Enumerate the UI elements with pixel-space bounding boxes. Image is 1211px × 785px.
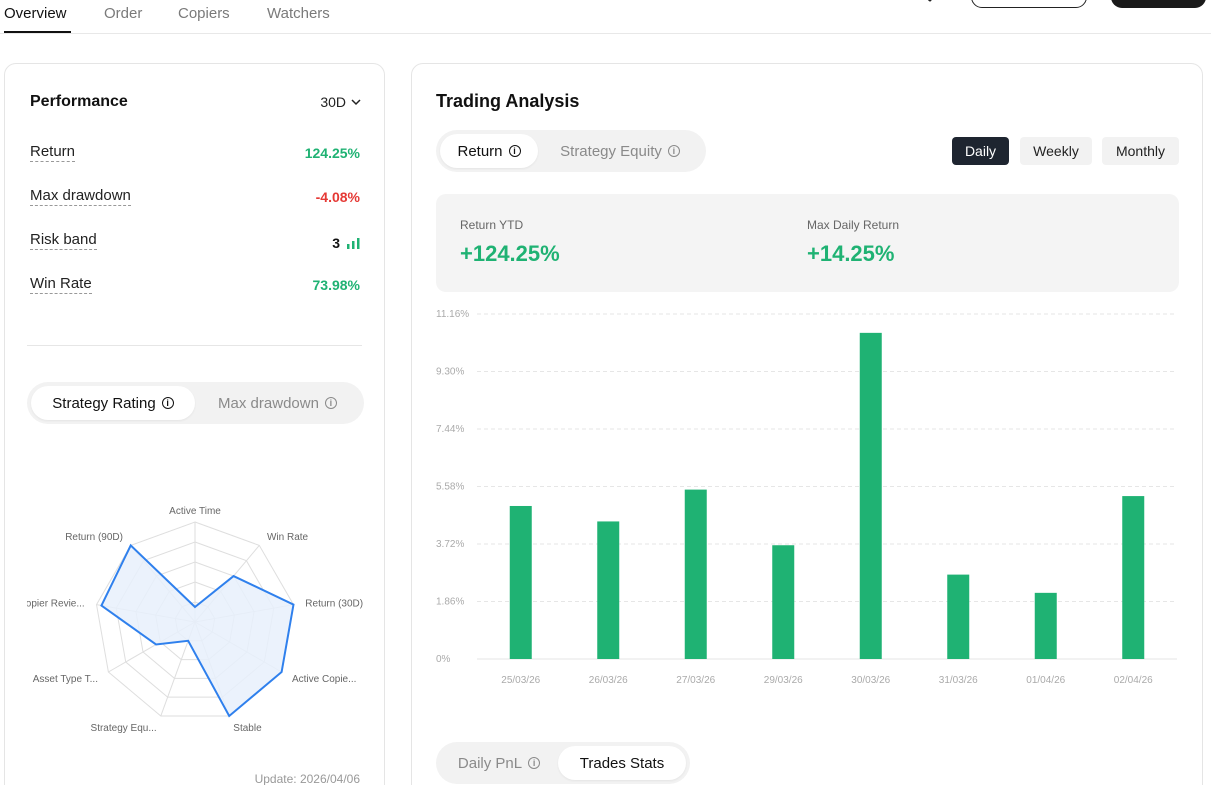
trading-analysis-title: Trading Analysis <box>436 91 580 111</box>
period-daily-button[interactable]: Daily <box>952 137 1009 165</box>
radar-axis-label: Return (90D) <box>65 532 123 543</box>
tab-strategy-rating-label: Strategy Rating <box>52 394 156 412</box>
active-tab-indicator <box>4 31 71 33</box>
tab-watchers[interactable]: Watchers <box>267 5 330 22</box>
bar-01-04-26 <box>1034 592 1057 659</box>
y-tick-label: 3.72% <box>436 539 464 550</box>
tab-max-drawdown-label: Max drawdown <box>218 394 319 412</box>
x-tick-label: 26/03/26 <box>589 675 628 686</box>
trading-analysis-card: Trading Analysis Return i Strategy Equit… <box>411 63 1203 785</box>
period-dropdown[interactable]: 30D <box>320 94 362 110</box>
top-outline-button[interactable] <box>971 0 1087 8</box>
x-tick-label: 30/03/26 <box>851 675 890 686</box>
y-tick-label: 7.44% <box>436 424 464 435</box>
view-segmented-control: Return i Strategy Equity i <box>436 130 706 172</box>
bottom-segmented-control: Daily PnL i Trades Stats <box>436 742 690 784</box>
tab-trades-stats-label: Trades Stats <box>579 754 665 772</box>
radar-axis-label: Active Time <box>169 506 221 517</box>
metric-label-win-rate[interactable]: Win Rate <box>30 275 92 294</box>
metric-value-max-drawdown: -4.08% <box>315 189 360 205</box>
info-icon: i <box>508 145 521 157</box>
top-nav: Overview Order Copiers Watchers <box>0 0 1211 34</box>
daily-return-bar-chart: 0% 1.86% 3.72% 5.58% 7.44% 9.30% 11.16% 25/03/2… <box>436 309 1177 686</box>
signal-bars-icon <box>347 237 360 249</box>
bar-26-03-26 <box>597 521 620 659</box>
top-primary-button[interactable] <box>1111 0 1206 8</box>
tab-order[interactable]: Order <box>104 5 143 22</box>
radar-axis-label: Strategy Equ... <box>91 723 157 734</box>
update-timestamp: Update: 2026/04/06 <box>254 772 360 785</box>
info-icon: i <box>667 145 680 157</box>
radar-axis-label: Return (30D) <box>305 599 363 610</box>
info-icon: i <box>324 397 337 409</box>
radar-axis-label: Stable <box>233 723 262 734</box>
tab-return[interactable]: Return i <box>440 134 538 168</box>
y-tick-label: 0% <box>436 654 451 665</box>
info-icon: i <box>161 397 174 409</box>
bar-02-04-26 <box>1122 496 1145 659</box>
radar-axis-label: Active Copie... <box>292 674 356 685</box>
x-tick-label: 25/03/26 <box>501 675 540 686</box>
tab-strategy-equity-label: Strategy Equity <box>560 142 662 160</box>
tab-copiers[interactable]: Copiers <box>178 5 230 22</box>
performance-card: Performance 30D Return 124.25% Max drawd… <box>4 63 385 785</box>
period-weekly-button[interactable]: Weekly <box>1020 137 1092 165</box>
period-monthly-button[interactable]: Monthly <box>1102 137 1179 165</box>
radar-axis-label: Win Rate <box>267 532 309 543</box>
stats-summary: Return YTD +124.25% Max Daily Return +14… <box>436 194 1179 292</box>
y-tick-label: 9.30% <box>436 367 464 378</box>
radar-axis-label: Asset Type T... <box>33 674 98 685</box>
tab-strategy-rating[interactable]: Strategy Rating i <box>31 386 195 420</box>
bar-29-03-26 <box>772 545 795 659</box>
metric-label-return[interactable]: Return <box>30 143 76 162</box>
radar-grid-ring <box>95 521 295 717</box>
y-tick-label: 1.86% <box>436 597 464 608</box>
stat-label-return-ytd: Return YTD <box>460 218 524 232</box>
radar-value-area <box>100 543 295 718</box>
stat-label-max-daily-return: Max Daily Return <box>807 218 900 232</box>
x-tick-label: 01/04/26 <box>1026 675 1065 686</box>
tab-return-label: Return <box>457 142 503 160</box>
info-icon: i <box>528 757 541 769</box>
metric-label-risk-band[interactable]: Risk band <box>30 231 97 250</box>
search-icon[interactable] <box>916 0 934 4</box>
risk-band-number: 3 <box>332 235 340 251</box>
bar-27-03-26 <box>684 489 707 659</box>
strategy-rating-radar-chart: Active Time Win Rate Return (30D) Active Co… <box>27 506 363 734</box>
rating-segmented-control: Strategy Rating i Max drawdown i <box>27 382 364 424</box>
period-value: 30D <box>320 94 346 110</box>
stat-value-return-ytd: +124.25% <box>460 241 560 266</box>
tab-max-drawdown[interactable]: Max drawdown i <box>195 386 360 420</box>
tab-overview[interactable]: Overview <box>4 5 67 22</box>
divider <box>27 345 362 346</box>
x-tick-label: 29/03/26 <box>764 675 803 686</box>
metric-label-max-drawdown[interactable]: Max drawdown <box>30 187 131 206</box>
radar-axis-label: Copier Revie... <box>27 599 85 610</box>
performance-title: Performance <box>30 93 128 110</box>
metric-value-return: 124.25% <box>304 145 360 161</box>
tab-daily-pnl[interactable]: Daily PnL i <box>440 746 558 780</box>
bar-30-03-26 <box>859 332 882 659</box>
y-tick-label: 11.16% <box>436 309 469 320</box>
x-tick-label: 27/03/26 <box>676 675 715 686</box>
y-tick-label: 5.58% <box>436 482 464 493</box>
chevron-down-icon <box>351 99 361 106</box>
stat-value-max-daily-return: +14.25% <box>807 241 895 266</box>
x-tick-label: 31/03/26 <box>939 675 978 686</box>
x-tick-label: 02/04/26 <box>1114 675 1153 686</box>
tab-strategy-equity[interactable]: Strategy Equity i <box>538 134 702 168</box>
risk-band-value: 3 <box>332 235 361 251</box>
bar-31-03-26 <box>947 574 970 659</box>
tab-daily-pnl-label: Daily PnL <box>457 754 523 772</box>
metric-value-win-rate: 73.98% <box>312 277 360 293</box>
tab-trades-stats[interactable]: Trades Stats <box>558 746 686 780</box>
bar-25-03-26 <box>509 505 532 659</box>
